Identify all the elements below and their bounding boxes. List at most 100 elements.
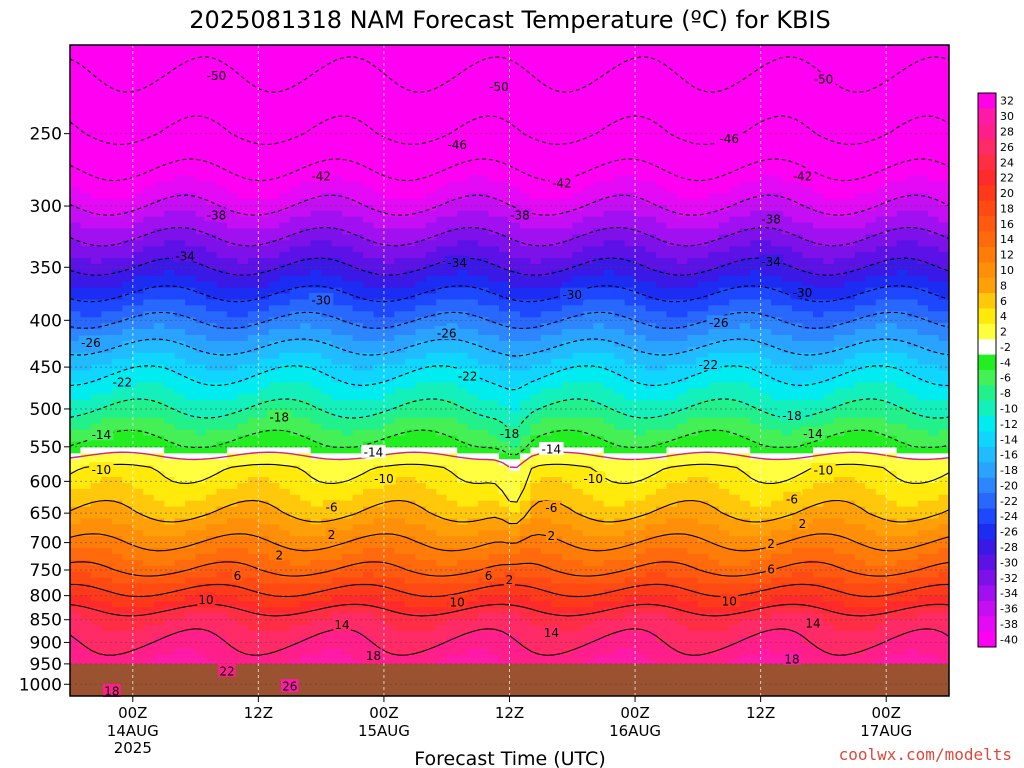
field-cell [572, 210, 584, 218]
field-cell [614, 364, 626, 372]
field-cell [111, 329, 123, 336]
field-cell [383, 127, 395, 135]
field-cell [614, 281, 626, 289]
field-cell [812, 139, 825, 147]
field-cell [488, 145, 500, 153]
field-cell [833, 104, 845, 111]
field-cell [363, 352, 375, 360]
field-cell [268, 163, 280, 170]
field-cell [122, 151, 134, 159]
field-cell [875, 98, 887, 105]
field-cell [530, 334, 542, 342]
field-cell [321, 376, 333, 383]
field-cell [289, 175, 301, 182]
field-cell [404, 116, 416, 123]
field-cell [436, 376, 448, 383]
field-cell [383, 169, 395, 176]
field-cell [656, 68, 668, 76]
field-cell [331, 293, 343, 301]
field-cell [844, 127, 856, 135]
field-cell [739, 246, 751, 253]
field-cell [216, 358, 228, 366]
field-cell [383, 329, 395, 336]
field-cell [383, 252, 395, 259]
field-cell [457, 394, 469, 401]
field-cell [781, 370, 793, 378]
field-cell [645, 45, 657, 52]
field-cell [122, 181, 134, 188]
field-cell [279, 104, 291, 111]
field-cell [603, 388, 615, 395]
field-cell [342, 346, 354, 354]
field-cell [289, 228, 301, 235]
field-cell [771, 329, 783, 336]
field-cell [844, 234, 856, 241]
field-cell [247, 340, 259, 348]
field-cell [70, 175, 82, 182]
field-cell [289, 394, 301, 401]
field-cell [676, 281, 688, 289]
field-cell [394, 116, 406, 123]
field-cell [268, 334, 280, 342]
field-cell [676, 323, 688, 330]
field-cell [917, 246, 929, 253]
field-cell [300, 181, 312, 188]
field-cell [823, 192, 835, 200]
field-cell [342, 340, 354, 348]
field-cell [373, 68, 385, 76]
field-cell [771, 305, 783, 312]
field-cell [530, 376, 542, 383]
field-cell [90, 181, 102, 188]
field-cell [687, 305, 699, 312]
field-cell [812, 346, 825, 354]
field-cell [739, 121, 751, 129]
field-cell [247, 104, 259, 111]
field-cell [760, 121, 772, 129]
field-cell [383, 145, 395, 153]
field-cell [802, 317, 814, 324]
field-cell [300, 293, 312, 301]
field-cell [886, 110, 898, 117]
field-cell [457, 50, 469, 58]
field-cell [436, 210, 448, 218]
field-cell [216, 329, 228, 336]
field-cell [938, 45, 949, 52]
field-cell [383, 62, 395, 70]
field-cell [561, 269, 573, 277]
field-cell [687, 358, 699, 366]
field-cell [300, 216, 312, 224]
field-cell [938, 104, 949, 111]
field-cell [247, 358, 259, 366]
field-cell [875, 127, 887, 135]
field-cell [342, 334, 354, 342]
field-cell [603, 370, 615, 378]
field-cell [928, 151, 940, 159]
field-cell [111, 281, 123, 289]
field-cell [875, 352, 887, 360]
field-cell [812, 275, 825, 283]
field-cell [551, 376, 563, 383]
field-cell [593, 293, 605, 301]
field-cell [593, 370, 605, 378]
field-cell [802, 329, 814, 336]
field-cell [865, 198, 877, 206]
field-cell [561, 121, 573, 129]
field-cell [111, 293, 123, 301]
field-cell [781, 246, 793, 253]
field-cell [656, 358, 668, 366]
field-cell [833, 127, 845, 135]
field-cell [519, 311, 532, 318]
field-cell [143, 346, 155, 354]
field-cell [467, 358, 479, 366]
field-cell [132, 204, 144, 212]
field-cell [582, 246, 594, 253]
field-cell [101, 299, 113, 306]
field-cell [111, 394, 123, 401]
field-cell [823, 50, 835, 58]
field-cell [708, 258, 720, 265]
field-cell [237, 263, 249, 271]
field-cell [237, 45, 249, 52]
field-cell [70, 329, 82, 336]
field-cell [823, 181, 835, 188]
field-cell [268, 293, 280, 301]
